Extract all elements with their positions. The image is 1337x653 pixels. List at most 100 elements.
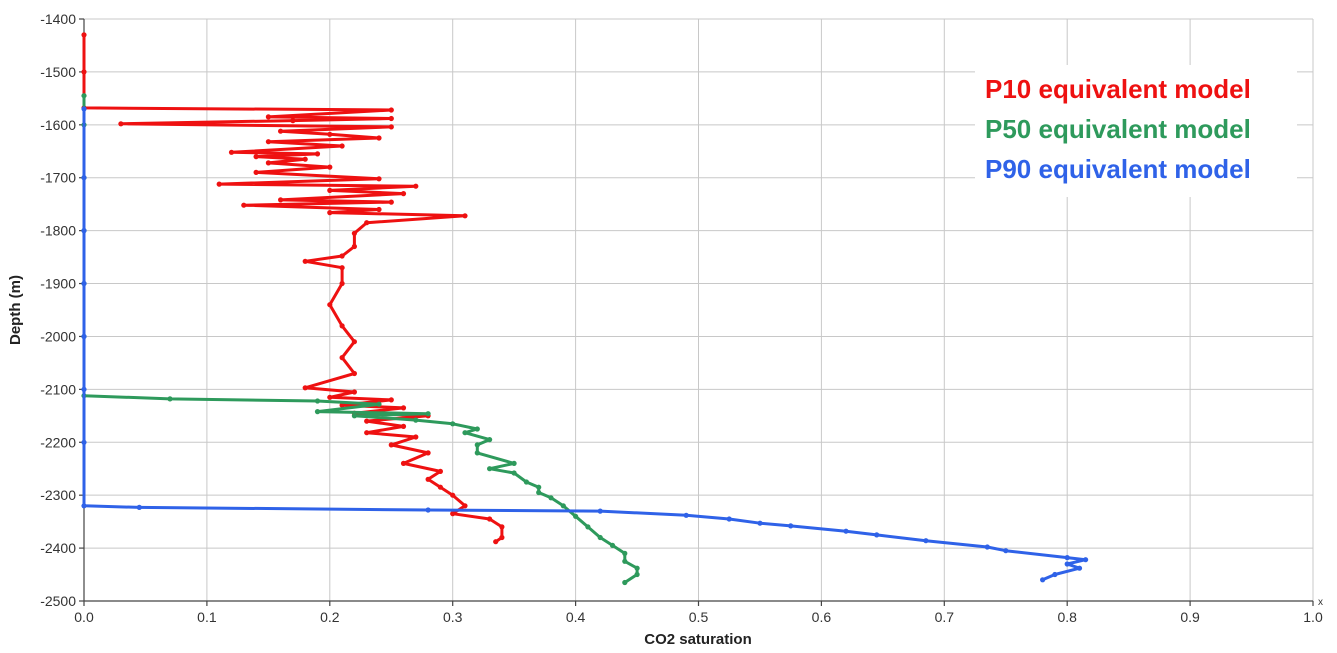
data-point <box>364 220 370 226</box>
legend-background <box>975 65 1297 197</box>
data-point <box>81 106 87 112</box>
data-point <box>487 437 493 443</box>
data-point <box>327 131 333 137</box>
data-point <box>339 355 345 361</box>
data-point <box>351 389 357 395</box>
data-point <box>278 128 284 134</box>
x-tick-label: 0.0 <box>74 609 94 625</box>
data-point <box>425 411 431 417</box>
data-point <box>216 181 222 187</box>
data-point <box>622 558 628 564</box>
data-point <box>450 421 456 427</box>
data-point <box>413 434 419 440</box>
data-point <box>167 396 173 402</box>
data-point <box>228 149 235 155</box>
data-point <box>634 571 640 578</box>
y-tick-label: -1500 <box>40 64 76 80</box>
legend-entry: P50 equivalent model <box>985 114 1251 144</box>
data-point <box>327 394 333 400</box>
data-point <box>493 539 499 545</box>
data-point <box>425 507 431 513</box>
data-point <box>499 534 505 541</box>
data-point <box>726 516 732 522</box>
data-point <box>450 492 456 498</box>
data-point <box>388 115 394 122</box>
x-tick-label: 0.2 <box>320 609 340 625</box>
data-point <box>437 484 443 490</box>
data-point <box>450 511 456 517</box>
data-point <box>874 532 880 538</box>
data-point <box>400 405 407 411</box>
data-point <box>1064 555 1070 561</box>
data-point <box>327 210 333 216</box>
data-point <box>81 439 87 445</box>
x-axis-end-marker: x <box>1318 597 1323 608</box>
data-point <box>462 503 468 509</box>
data-point <box>923 538 929 544</box>
data-point <box>278 197 284 203</box>
data-point <box>118 121 124 127</box>
data-point <box>499 524 505 530</box>
data-point <box>788 523 794 529</box>
data-point <box>622 550 628 557</box>
legend-entry: P90 equivalent model <box>985 154 1251 184</box>
data-point <box>487 516 493 522</box>
data-point <box>413 417 419 423</box>
data-point <box>511 470 517 476</box>
data-point <box>843 528 849 534</box>
series-line <box>82 107 1088 582</box>
data-point <box>253 154 259 160</box>
tick-labels: 0.0 0.1 0.2 0.3 0.4 0.5 0.6 0.7 0.8 0.9 1.0 -1400 -1… <box>40 11 1323 625</box>
series-3 <box>81 106 1089 583</box>
data-point <box>253 169 259 175</box>
data-point <box>339 265 345 271</box>
data-point <box>351 413 357 419</box>
data-point <box>364 418 370 424</box>
data-point <box>1040 577 1046 583</box>
data-point <box>560 503 566 509</box>
data-point <box>388 124 394 130</box>
data-point <box>81 69 87 75</box>
series-1 <box>81 32 505 545</box>
data-point <box>413 183 419 189</box>
data-point <box>339 253 345 259</box>
data-point <box>1076 565 1083 571</box>
y-tick-label: -1600 <box>40 117 76 133</box>
data-point <box>609 542 616 549</box>
data-point <box>339 280 345 287</box>
data-point <box>81 386 87 392</box>
y-axis-title: Depth (m) <box>7 275 24 345</box>
data-point <box>265 114 271 120</box>
data-point <box>241 202 247 208</box>
y-tick-label: -2000 <box>40 328 76 344</box>
data-point <box>339 402 345 408</box>
data-point <box>1003 548 1009 554</box>
data-point <box>81 32 87 38</box>
data-point <box>425 450 431 456</box>
x-tick-label: 0.6 <box>812 609 832 625</box>
data-point <box>437 468 443 474</box>
data-point <box>474 442 480 448</box>
data-point <box>351 370 357 377</box>
data-point <box>351 339 357 345</box>
data-point <box>462 213 468 219</box>
data-point <box>400 423 407 429</box>
data-point <box>622 579 628 586</box>
x-tick-label: 0.7 <box>935 609 955 625</box>
data-point <box>474 426 480 432</box>
data-point <box>376 176 382 182</box>
data-point <box>302 156 308 162</box>
data-point <box>548 495 554 501</box>
data-point <box>339 143 345 149</box>
data-point <box>314 151 321 157</box>
y-tick-label: -1900 <box>40 276 76 292</box>
data-point <box>1064 561 1070 567</box>
data-point <box>327 164 333 170</box>
y-tick-label: -2200 <box>40 434 76 450</box>
data-point <box>388 107 394 113</box>
data-point <box>400 460 407 466</box>
data-point <box>634 565 640 571</box>
data-point <box>376 135 382 141</box>
x-tick-label: 0.8 <box>1057 609 1077 625</box>
